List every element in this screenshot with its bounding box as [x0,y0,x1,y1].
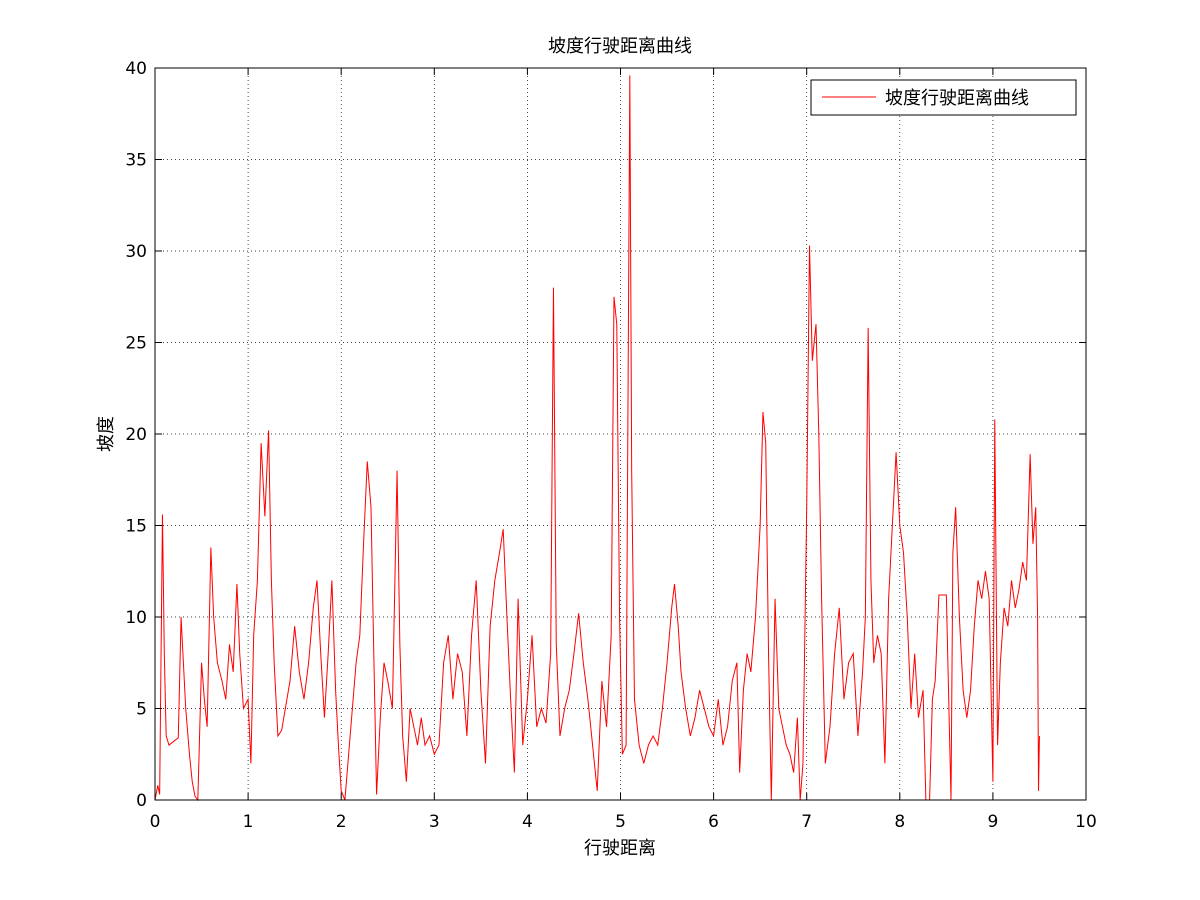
legend: 坡度行驶距离曲线 [810,79,1077,116]
y-tick-label: 5 [136,700,147,720]
x-tick-label: 7 [801,812,812,832]
axis-ticks [154,67,1087,801]
y-tick-label: 40 [125,59,147,79]
y-tick-label: 0 [136,791,147,811]
x-tick-label: 9 [987,812,998,832]
legend-entry-label: 坡度行驶距离曲线 [885,88,1029,109]
x-tick-labels: 0 1 2 3 4 5 6 7 8 9 10 [150,812,1097,832]
x-tick-label: 0 [150,812,161,832]
y-axis-label: 坡度 [96,416,117,452]
plot-area [155,68,1086,800]
x-axis-label: 行驶距离 [584,838,656,859]
x-tick-label: 1 [243,812,254,832]
x-tick-label: 2 [336,812,347,832]
x-tick-label: 4 [522,812,533,832]
y-tick-label: 35 [125,151,147,171]
y-tick-label: 20 [125,425,147,445]
y-tick-label: 25 [125,334,147,354]
x-tick-label: 5 [615,812,626,832]
y-tick-labels: 0 5 10 15 20 25 30 35 40 [125,59,147,811]
y-tick-label: 10 [125,608,147,628]
x-tick-label: 8 [894,812,905,832]
x-tick-label: 10 [1075,812,1097,832]
x-tick-label: 6 [708,812,719,832]
x-tick-label: 3 [429,812,440,832]
y-tick-label: 15 [125,517,147,537]
y-tick-label: 30 [125,242,147,262]
chart-title: 坡度行驶距离曲线 [548,36,692,57]
series-layer [154,75,1040,802]
series-line-slope [154,75,1040,802]
